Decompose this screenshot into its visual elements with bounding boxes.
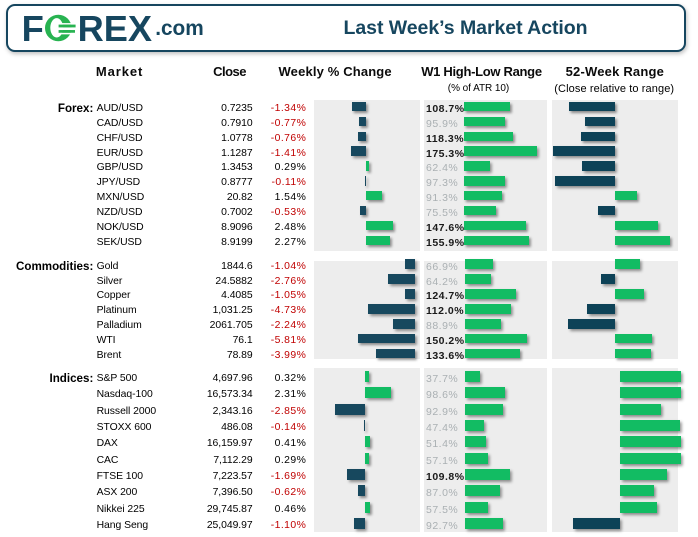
svg-text:F: F: [22, 8, 44, 49]
svg-text:REX: REX: [78, 8, 152, 49]
svg-text:.com: .com: [155, 17, 204, 40]
